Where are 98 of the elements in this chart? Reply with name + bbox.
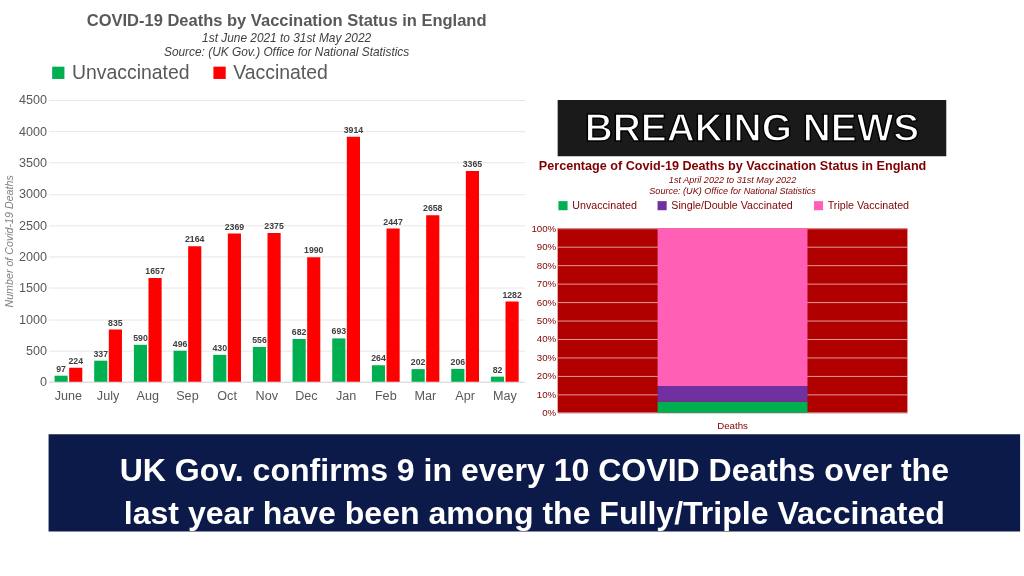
y-tick-label: 80% [536,259,557,271]
bar [108,329,122,382]
data-label: 2369 [224,221,245,232]
x-tick-label: June [54,388,83,403]
x-tick-label: Dec [295,388,318,403]
text: BREAKING NEWS [584,105,920,149]
data-label: 1282 [502,289,522,300]
x-tick-label: Deaths [717,419,749,431]
y-tick-label: 1000 [19,312,48,327]
data-label: 1990 [304,245,324,256]
legend-label: Unvaccinated [71,60,190,83]
chart-title: COVID-19 Deaths by Vaccination Status in England [86,10,487,29]
y-tick-label: 20% [536,370,557,382]
data-label: 2375 [264,221,284,232]
data-label: 1657 [145,266,165,277]
data-label: 97 [56,363,67,374]
y-tick-label: 2500 [19,218,48,233]
y-tick-label: 3500 [19,156,48,171]
x-tick-label: Aug [136,388,159,403]
bar [490,376,505,382]
bar [292,339,306,382]
y-tick-label: 500 [26,343,48,358]
data-label: 556 [252,335,267,346]
x-tick-label: Nov [255,388,279,403]
chart-title: Percentage of Covid-19 Deaths by Vaccination Status in England [538,159,927,174]
bar [267,233,281,382]
y-tick-label: 70% [536,278,557,290]
data-label: 590 [133,332,148,343]
y-tick-label: 1500 [19,281,48,296]
bar [426,215,440,382]
x-tick-label: Oct [217,388,238,403]
bar [346,136,360,382]
bar [69,367,83,382]
y-tick-label: 4000 [19,124,48,139]
chart-subtitle: 1st April 2022 to 31st May 2022 [668,174,797,185]
bar [213,354,227,382]
bar [173,350,187,382]
x-tick-label: May [492,388,518,403]
x-tick-label: Mar [414,388,437,403]
data-label: 202 [410,357,426,368]
bar [54,375,68,382]
chart-subtitle: 1st June 2021 to 31st May 2022 [202,31,372,46]
source-note: Source: (UK Gov.) Office for National Statistics [163,45,410,60]
text: UK Gov. confirms 9 in every 10 COVID Deaths over the last year have been among the Fully/Triple Vaccinated [119,451,950,531]
y-tick-label: 100% [531,222,557,234]
bar [386,228,400,382]
x-tick-label: July [96,388,120,403]
bar [188,246,202,382]
bar [133,344,148,382]
legend-label: Vaccinated [233,60,328,83]
bar [332,338,346,382]
bar [227,233,241,382]
y-axis-title: Number of Covid-19 Deaths [3,174,16,308]
y-tick-label: 40% [536,333,557,345]
data-label: 224 [68,355,84,366]
bar [252,346,267,382]
y-tick-label: 0 [40,375,48,390]
y-tick-label: 60% [536,296,557,308]
bar [505,301,519,382]
legend-label: Triple Vaccinated [827,198,910,211]
x-tick-label: Apr [455,388,475,403]
bar [94,360,108,382]
y-tick-label: 4500 [19,93,48,108]
y-tick-label: 3000 [19,187,48,202]
x-tick-label: Sep [176,388,199,403]
data-label: 3914 [343,124,364,135]
source-note: Source: (UK) Office for National Statistics [649,185,817,196]
data-label: 682 [291,327,307,338]
bar [148,278,162,382]
y-tick-label: 0% [542,407,557,419]
data-label: 693 [331,326,347,337]
data-label: 264 [371,353,386,364]
bar [451,368,465,382]
data-label: 82 [492,364,503,375]
y-tick-label: 50% [536,314,557,326]
bar [657,401,808,413]
data-label: 2658 [423,203,443,214]
y-tick-label: 30% [536,351,557,363]
data-label: 206 [450,356,466,367]
data-label: 835 [108,317,123,328]
data-label: 2447 [383,216,403,227]
bar [371,365,386,382]
data-label: 496 [172,338,188,349]
x-tick-label: Feb [374,388,397,403]
legend-label: Single/Double Vaccinated [671,198,793,211]
y-tick-label: 2000 [19,249,48,264]
x-tick-label: Jan [335,388,357,403]
data-label: 2164 [185,234,205,245]
y-tick-label: 90% [536,241,557,253]
bar [657,386,808,402]
data-label: 430 [212,342,228,353]
bar [411,369,425,382]
bar [307,257,321,382]
legend-label: Unvaccinated [572,198,637,211]
data-label: 3365 [462,159,483,170]
data-label: 337 [93,348,109,359]
y-tick-label: 10% [536,388,557,400]
bar [465,171,480,382]
